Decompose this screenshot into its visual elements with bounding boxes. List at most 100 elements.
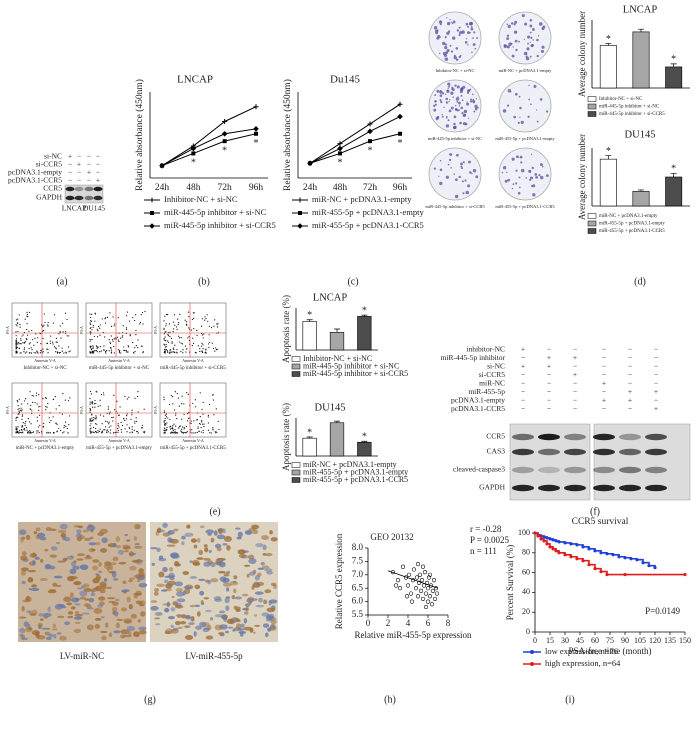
flow-dot [133, 352, 135, 354]
flow-dot [101, 431, 103, 433]
colony [529, 178, 532, 182]
marker [337, 145, 343, 152]
colony [433, 104, 436, 108]
tissue-cell [45, 527, 52, 532]
y-axis-label: Apoptosis rate (%) [281, 295, 291, 363]
flow-dot [182, 426, 184, 428]
flow-dot [37, 430, 39, 432]
bar [357, 441, 372, 457]
flow-dot [173, 314, 176, 316]
flow-dot [105, 430, 108, 432]
colony [450, 166, 452, 169]
flow-dot [200, 345, 203, 347]
colony [510, 43, 513, 45]
colony [521, 14, 525, 18]
colony [439, 159, 442, 162]
tissue-cell [195, 625, 203, 630]
flow-dot [174, 431, 176, 433]
band [538, 448, 560, 456]
tissue-cell [23, 621, 29, 627]
flow-dot [97, 405, 99, 407]
flow-dot [107, 431, 109, 433]
flow-dot [100, 350, 103, 352]
significance: * [307, 427, 312, 438]
flow-dot [32, 401, 34, 403]
colony [446, 17, 448, 19]
flow-dot [58, 333, 60, 335]
significance: * [368, 145, 373, 156]
point [557, 551, 561, 555]
colony [447, 82, 451, 86]
flow-dot [137, 391, 139, 393]
colony [520, 161, 523, 164]
flow-dot [191, 429, 193, 431]
flow-dot [21, 403, 23, 405]
tissue-cell [167, 616, 175, 620]
flow-dot [124, 428, 126, 430]
colony [535, 175, 539, 179]
flow-dot [201, 334, 203, 336]
colony [470, 99, 473, 103]
marker [338, 151, 342, 156]
sign: − [521, 396, 525, 405]
tissue-cell [95, 574, 102, 581]
point [415, 561, 421, 567]
flow-dot [128, 427, 131, 430]
significance: * [606, 146, 611, 157]
flow-dot [94, 403, 96, 405]
flow-dot [65, 330, 67, 333]
flow-dot [20, 339, 22, 341]
marker [368, 139, 372, 144]
flow-dot [196, 431, 198, 434]
flow-dot [18, 430, 21, 432]
flow-dot [36, 350, 38, 352]
tissue-cell [266, 570, 273, 575]
sign: − [87, 160, 91, 169]
flow-dot [53, 346, 56, 348]
flow-dot [171, 341, 173, 343]
flow-dot [134, 422, 136, 424]
flow-dot [209, 341, 211, 343]
flow-dot [66, 427, 68, 430]
sign: − [654, 353, 658, 362]
tissue-cell [31, 584, 37, 588]
x-tick-label: 15 [546, 636, 554, 645]
colony [435, 117, 439, 121]
flow-dot [89, 352, 91, 354]
flow-dot [118, 426, 120, 428]
colony [506, 34, 510, 37]
flow-dot [30, 404, 32, 407]
tissue-cell [39, 536, 47, 541]
flow-dot [176, 349, 178, 351]
tissue-cell [92, 559, 100, 563]
flow-dot [93, 419, 95, 421]
tissue-cell [176, 598, 186, 603]
plate [498, 147, 552, 201]
flow-dot [18, 398, 20, 400]
flow-dot [199, 392, 201, 394]
point [635, 558, 639, 562]
flow-dot [195, 352, 197, 354]
flow-dot [167, 314, 169, 316]
flow-dot [93, 335, 95, 338]
colony [452, 36, 456, 40]
row-label: inhibitor-NC [466, 345, 505, 354]
sign: + [96, 176, 100, 185]
flow-dot [119, 406, 121, 408]
sign: − [602, 353, 606, 362]
colony [472, 37, 474, 40]
point [548, 545, 552, 549]
flow-dot [127, 351, 129, 353]
flow-dot [143, 431, 145, 433]
flow-dot [143, 408, 145, 410]
colony [458, 55, 462, 59]
tissue-cell [173, 528, 179, 532]
tissue-cell [115, 545, 122, 549]
tissue-cell [101, 537, 108, 544]
flow-dot [24, 398, 27, 400]
row-label: pcDNA3.1-empty [8, 168, 62, 177]
band [74, 186, 84, 192]
error-bar [334, 328, 340, 333]
colony [436, 89, 440, 93]
flow-dot [19, 409, 21, 411]
